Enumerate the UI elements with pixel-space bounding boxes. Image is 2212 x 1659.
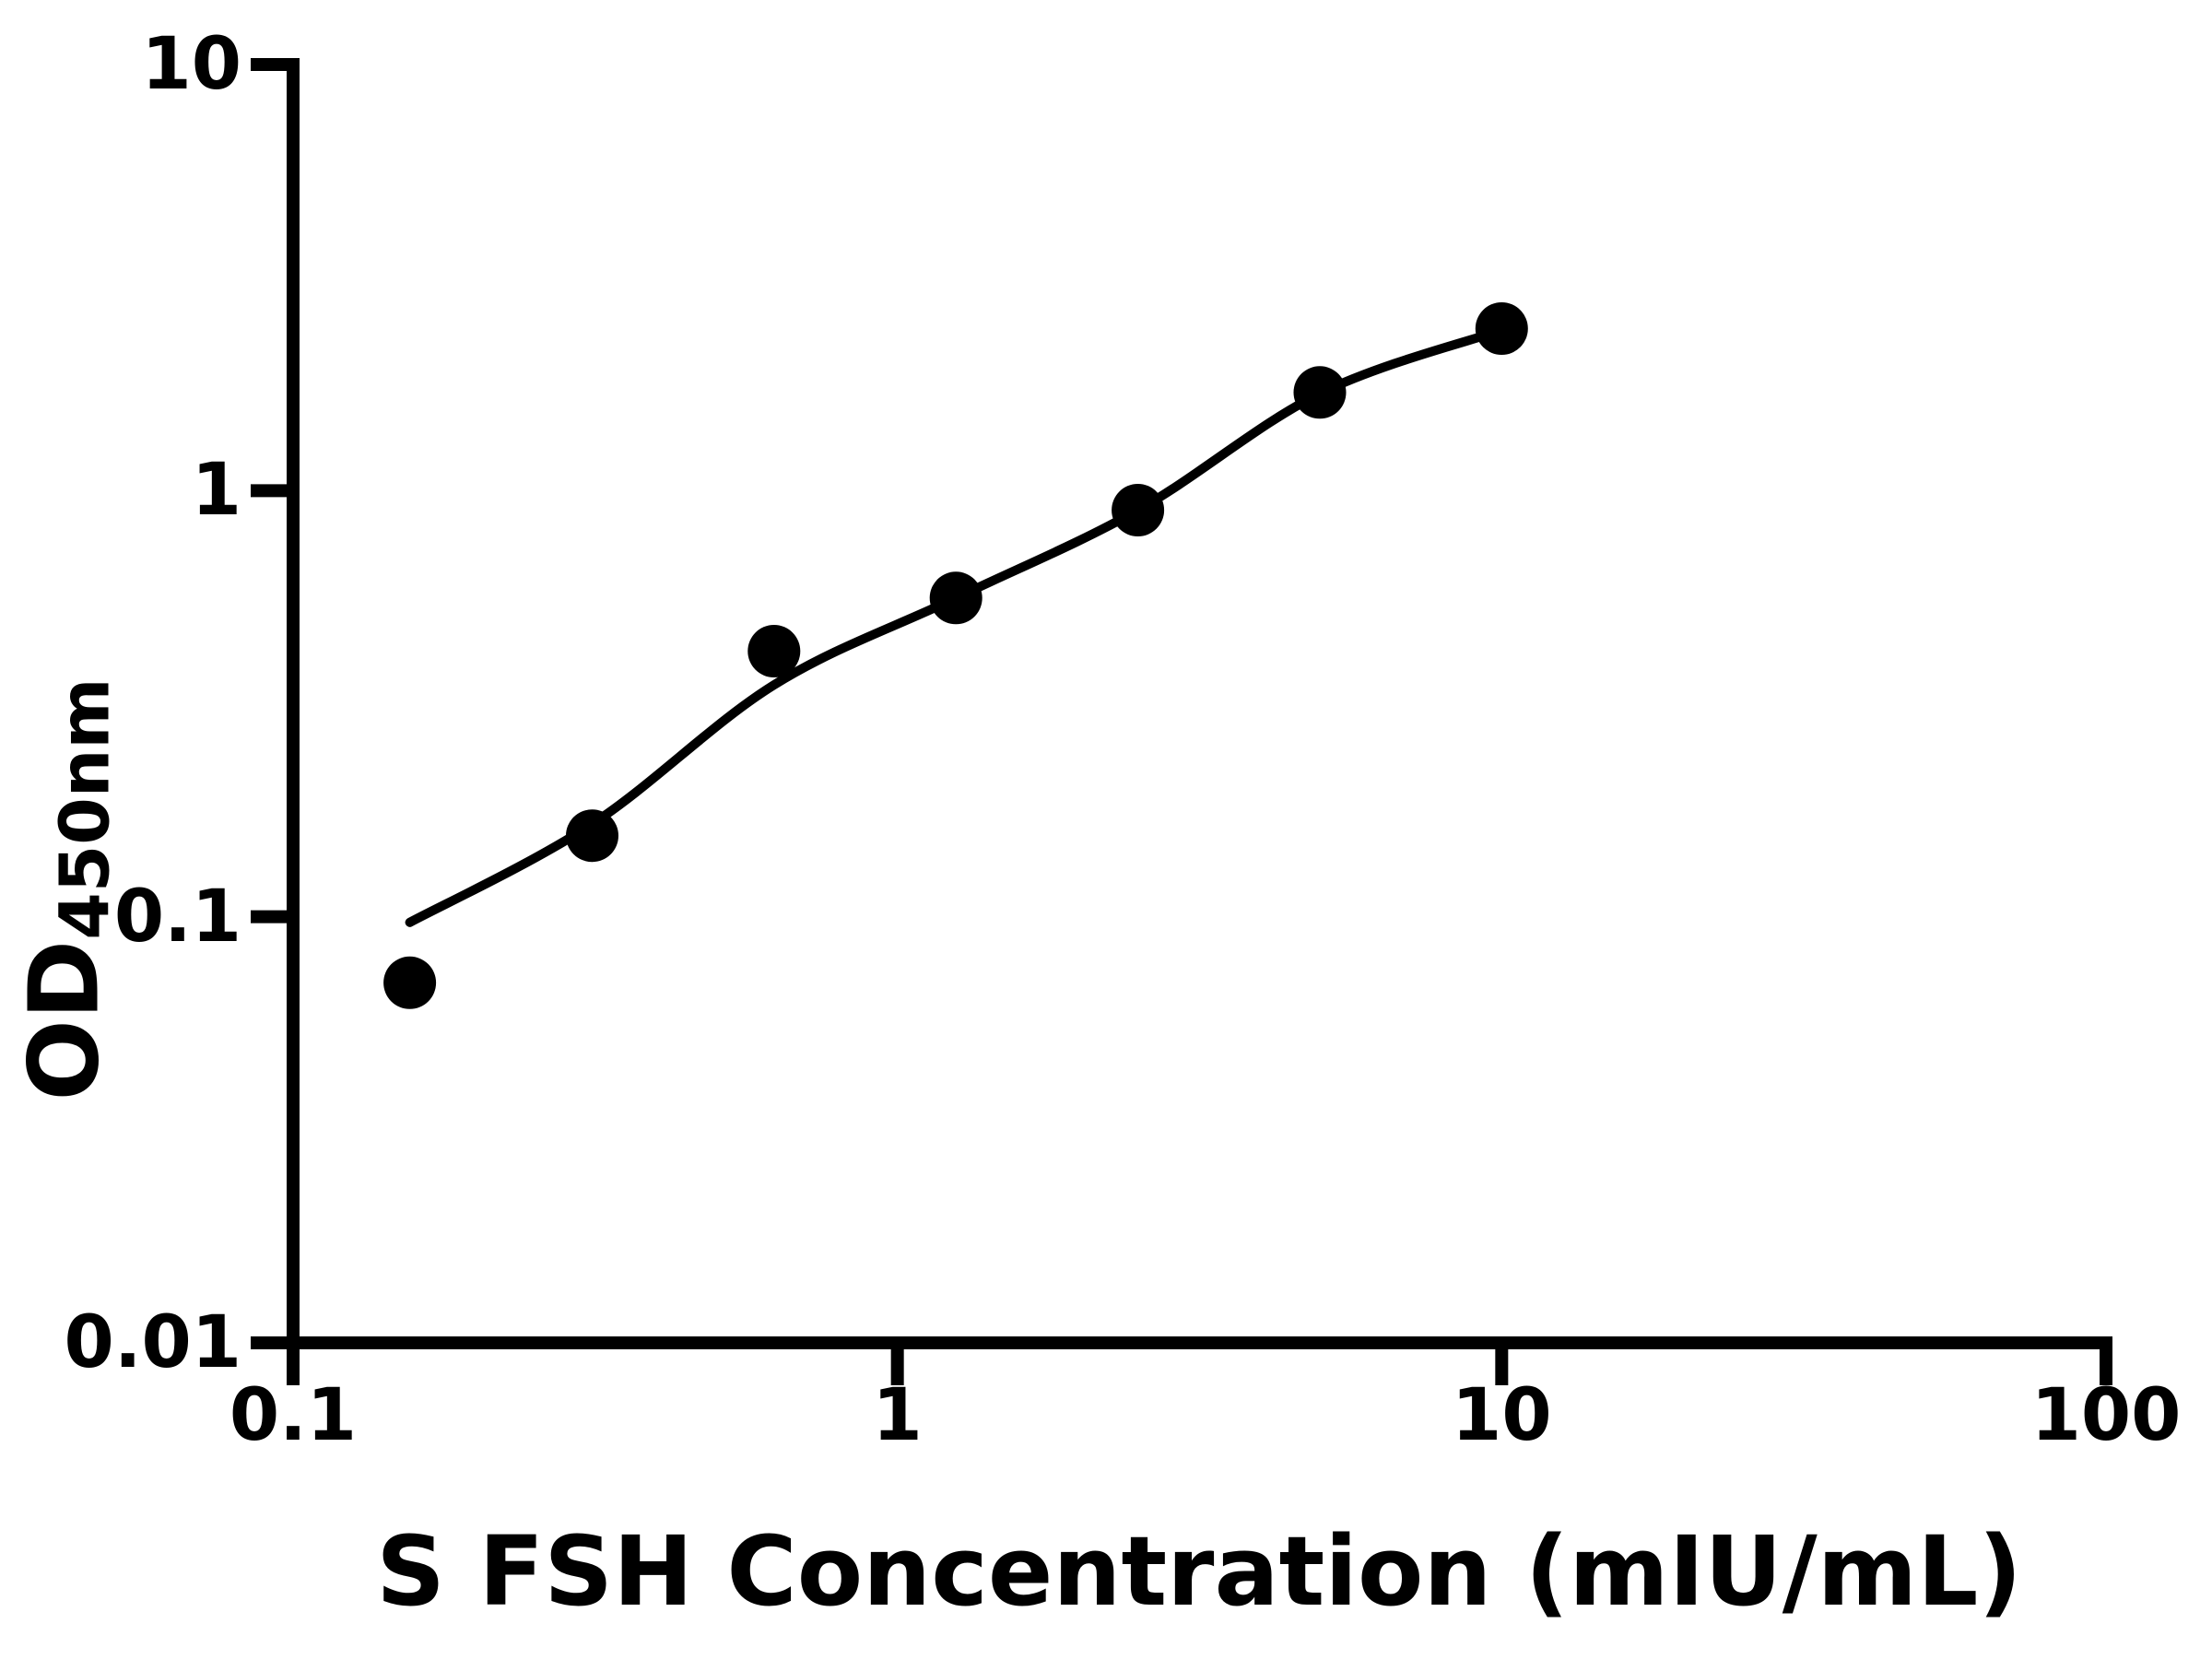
y-axis-title-subscript: 450nm xyxy=(45,677,125,940)
y-tick-label: 0.01 xyxy=(64,1301,241,1384)
data-point xyxy=(566,809,618,863)
x-tick-label: 1 xyxy=(872,1374,923,1457)
axis-spines xyxy=(287,58,2112,1349)
y-tick-label: 0.1 xyxy=(113,875,241,959)
data-point xyxy=(929,571,982,625)
data-points-layer xyxy=(383,302,1528,1009)
data-point xyxy=(1475,302,1528,355)
x-axis-title: S FSH Concentration (mIU/mL) xyxy=(376,1515,2022,1628)
y-tick-label: 1 xyxy=(191,449,241,533)
data-point xyxy=(1293,366,1347,419)
y-axis-title-main: OD xyxy=(7,939,121,1101)
axis-ticks xyxy=(251,58,2112,1385)
y-tick-label: 10 xyxy=(141,23,241,106)
y-axis-title: OD450nm xyxy=(8,677,125,1100)
data-point xyxy=(1112,484,1165,536)
x-tick-label: 100 xyxy=(2030,1374,2182,1457)
x-tick-label: 0.1 xyxy=(229,1374,358,1457)
data-point xyxy=(747,625,801,677)
data-point xyxy=(383,956,437,1009)
x-tick-label: 10 xyxy=(1452,1374,1552,1457)
